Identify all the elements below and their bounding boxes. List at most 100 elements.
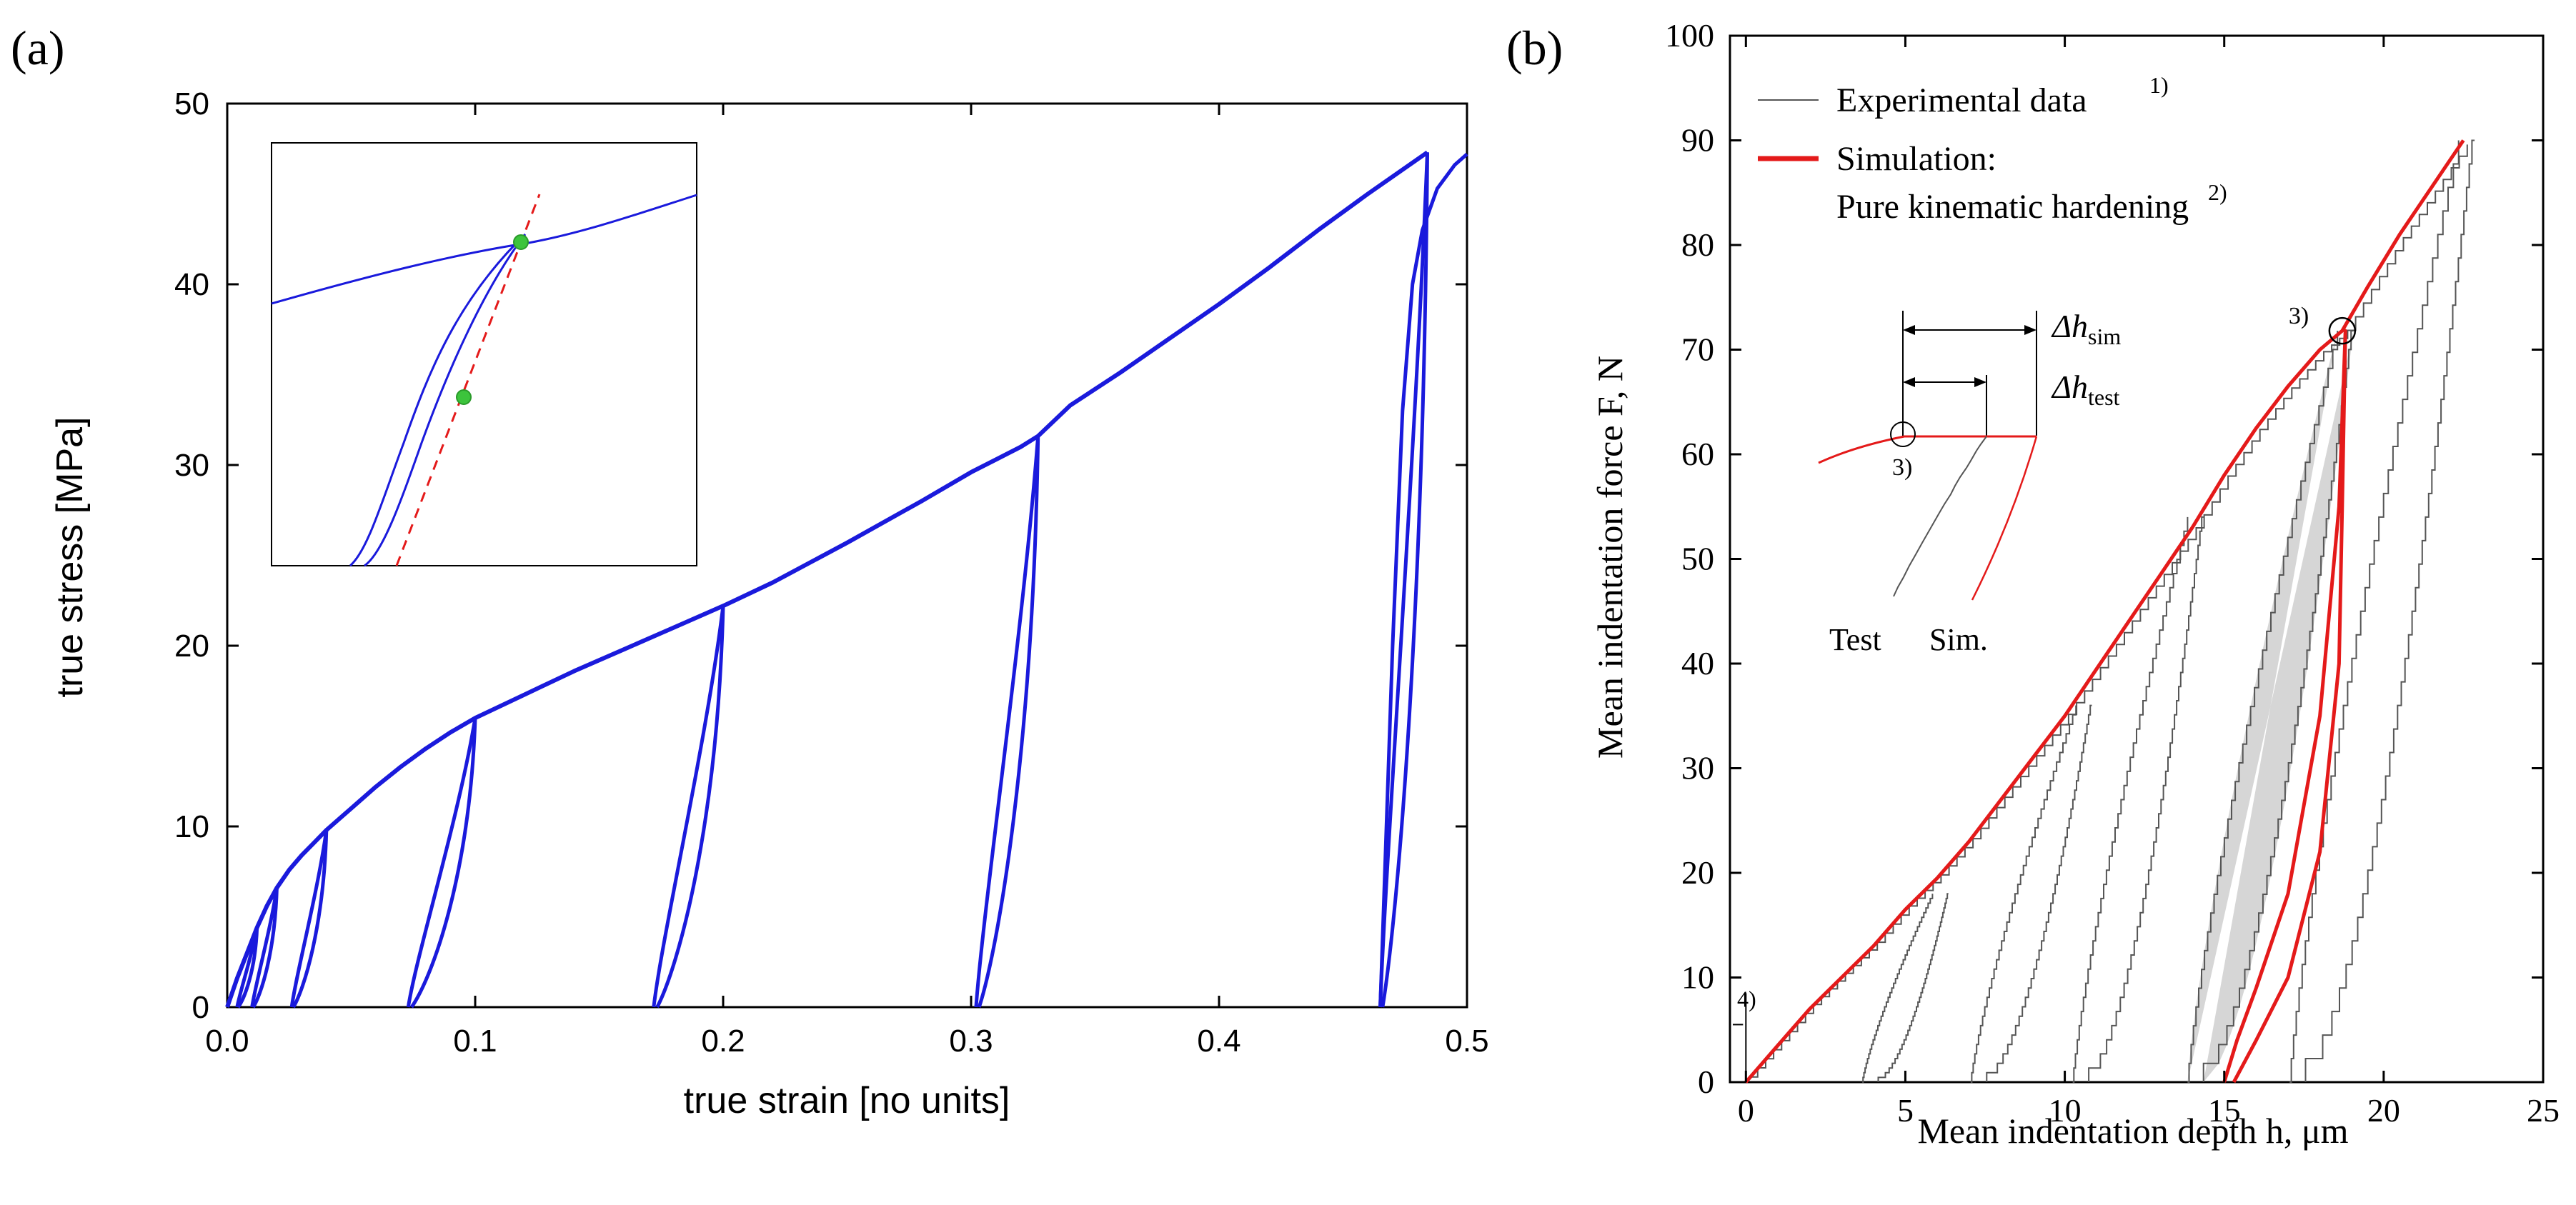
marker-3-label: 3) — [2289, 303, 2309, 329]
panel-a-plot-area: 0.0 0.1 0.2 0.3 0.4 0.5 0 10 20 30 40 50 — [174, 86, 1489, 1059]
panel-a-unloading-curve — [406, 717, 477, 1008]
panel-a-y-tick-label: 30 — [174, 448, 209, 483]
panel-a-unloading-curve — [289, 829, 329, 1008]
panel-a-y-axis-label: true stress [MPa] — [49, 417, 91, 698]
experimental-reloading-curve — [1862, 894, 1934, 1083]
panel-a-reloading-curve — [977, 436, 1040, 1008]
legend-experimental-label: Experimental data — [1836, 81, 2087, 119]
experimental-unloading-curve — [2304, 139, 2475, 1082]
experimental-reloading-curve — [1970, 705, 2077, 1083]
legend-simulation-label-2: Pure kinematic hardening — [1836, 188, 2189, 226]
panel-a: (a) 0.0 0.1 0.2 0.3 0.4 0.5 0 10 20 30 40 50 true s… — [11, 21, 1489, 1121]
panel-b-y-tick-label: 50 — [1681, 541, 1714, 577]
panel-b-delta-h-sketch: Δhsim Δhtest 3) Test Sim. — [1818, 308, 2121, 657]
inset-frame — [271, 142, 697, 566]
panel-b-y-tick-label: 90 — [1681, 122, 1714, 159]
panel-a-final-reload-curve — [1378, 152, 1468, 1008]
sketch-marker-3-circle — [1890, 421, 1916, 447]
sketch-sim-label: Sim. — [1929, 622, 1988, 657]
panel-a-y-tick-label: 40 — [174, 267, 209, 302]
experimental-unloading-curve — [2202, 330, 2354, 1082]
panel-b-label: (b) — [1506, 21, 1563, 75]
marker-4-label: 4) — [1737, 986, 1756, 1012]
panel-a-y-tick-label: 10 — [174, 809, 209, 844]
panel-b-x-tick-label: 5 — [1897, 1092, 1914, 1129]
panel-b: (b) 0 5 10 15 20 25 0 10 20 30 40 50 60 70 80 90 100 Mea… — [1506, 17, 2560, 1151]
experimental-loading-curve — [1749, 144, 2468, 1078]
panel-a-curves — [225, 150, 1468, 1009]
panel-b-x-tick-label: 0 — [1738, 1092, 1754, 1129]
panel-b-y-tick-label: 80 — [1681, 226, 1714, 263]
panel-a-y-tick-label: 0 — [192, 990, 209, 1025]
sketch-marker-3-label: 3) — [1892, 454, 1912, 481]
panel-b-y-tick-label: 40 — [1681, 645, 1714, 681]
experimental-hysteresis-shading — [2187, 331, 2354, 1083]
delta-sim-label: Δhsim — [2051, 308, 2121, 349]
panel-a-reloading-curve — [237, 927, 259, 1009]
sketch-sim-unloading — [1971, 436, 2038, 601]
panel-a-reloading-curve — [655, 606, 725, 1009]
experimental-reloading-curve — [2072, 516, 2189, 1083]
panel-b-x-tick-label: 20 — [2367, 1092, 2400, 1129]
panel-b-x-tick-label: 15 — [2208, 1092, 2241, 1129]
legend-simulation-label: Simulation: — [1836, 140, 1996, 178]
panel-a-label: (a) — [11, 21, 64, 75]
panel-a-unloading-curve — [974, 436, 1040, 1008]
panel-a-x-tick-label: 0.4 — [1197, 1024, 1240, 1059]
inset-marker-lower — [456, 389, 472, 405]
panel-a-reloading-curve — [292, 829, 329, 1009]
panel-a-x-tick-label: 0.1 — [453, 1024, 497, 1059]
panel-b-ticks: 0 5 10 15 20 25 0 10 20 30 40 50 60 70 80 90 100 — [1665, 17, 2560, 1129]
panel-b-simulation-curves — [1744, 139, 2465, 1084]
panel-a-unloading-curve — [652, 606, 725, 1008]
inset-linear-fit — [395, 194, 541, 566]
panel-b-legend: Experimental data 1) Simulation: Pure ki… — [1758, 72, 2227, 226]
experimental-reloading-curve — [2187, 331, 2339, 1083]
panel-a-y-tick-label: 50 — [174, 86, 209, 121]
sketch-test-label: Test — [1829, 622, 1881, 657]
panel-a-envelope-curve — [225, 150, 1429, 1008]
panel-a-ticks: 0.0 0.1 0.2 0.3 0.4 0.5 0 10 20 30 40 50 — [174, 86, 1489, 1059]
panel-a-reloading-curve — [252, 887, 279, 1009]
panel-b-y-tick-label: 100 — [1665, 17, 1714, 54]
panel-b-plot-area: 0 5 10 15 20 25 0 10 20 30 40 50 60 70 80 90 100 — [1665, 17, 2560, 1129]
experimental-reloading-curve — [2289, 140, 2460, 1083]
sketch-sim-loading — [1818, 435, 2037, 464]
panel-a-x-tick-label: 0.3 — [949, 1024, 993, 1059]
panel-a-x-tick-label: 0.0 — [205, 1024, 249, 1059]
panel-a-unloading-curve — [250, 887, 279, 1008]
inset-reload-curve — [364, 234, 527, 567]
panel-a-x-tick-label: 0.5 — [1445, 1024, 1488, 1059]
panel-b-y-tick-label: 30 — [1681, 750, 1714, 786]
panel-a-axes-frame — [226, 102, 1468, 1009]
panel-b-x-axis-label: Mean indentation depth h, μm — [1917, 1111, 2348, 1151]
delta-test-arrow-left-head — [1903, 377, 1915, 387]
simulation-loading-curve — [1744, 139, 2465, 1084]
marker-3-circle — [2328, 316, 2357, 345]
panel-b-y-tick-label: 60 — [1681, 436, 1714, 472]
delta-sim-arrow-left-head — [1903, 325, 1915, 335]
panel-a-x-tick-label: 0.2 — [701, 1024, 745, 1059]
panel-b-y-axis-label: Mean indentation force F, N — [1590, 356, 1630, 759]
simulation-unloading-reloading-loop — [2222, 329, 2347, 1084]
experimental-unloading-curve — [1986, 704, 2092, 1082]
panel-b-point-markers: 3) 4) — [1733, 303, 2357, 1082]
panel-a-unloading-curve — [1378, 152, 1429, 1008]
delta-test-label: Δhtest — [2051, 369, 2120, 410]
panel-b-x-tick-label: 25 — [2527, 1092, 2560, 1129]
panel-b-experimental-curves — [1749, 139, 2475, 1083]
experimental-unloading-curve — [1877, 893, 1949, 1082]
legend-simulation-ref: 2) — [2208, 179, 2227, 205]
panel-a-reloading-curve — [1381, 152, 1429, 1008]
panel-a-y-tick-label: 20 — [174, 629, 209, 664]
panel-b-x-tick-label: 10 — [2049, 1092, 2082, 1129]
inset-marker-upper — [513, 234, 529, 250]
panel-a-x-axis-label: true strain [no units] — [684, 1080, 1010, 1121]
panel-b-shaded-loop — [2187, 331, 2354, 1083]
legend-experimental-ref: 1) — [2149, 72, 2169, 98]
delta-sim-arrow-right-head — [2024, 325, 2037, 335]
panel-b-y-tick-label: 20 — [1681, 854, 1714, 891]
panel-b-y-tick-label: 10 — [1681, 959, 1714, 996]
sketch-test-unloading — [1893, 436, 1987, 597]
